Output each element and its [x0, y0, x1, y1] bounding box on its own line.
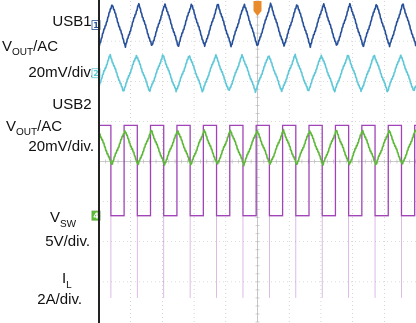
label-vsw-quantity: VSW — [50, 209, 77, 230]
trace-usb2 — [98, 53, 416, 94]
label-usb1-name: USB1 — [52, 13, 91, 30]
trace-vsw-levels — [99, 124, 416, 217]
trace-usb1 — [98, 2, 416, 49]
traces — [98, 2, 416, 298]
plot-area: 1234 — [91, 0, 416, 323]
label-usb2-name: USB2 — [52, 96, 91, 113]
marker-usb2-label: 2 — [93, 69, 99, 78]
label-il-scale: 2A/div. — [37, 291, 82, 308]
trigger-arrow — [253, 1, 262, 16]
marker-usb1-label: 1 — [93, 21, 99, 30]
trace-vsw — [99, 124, 416, 298]
trace-il — [98, 128, 416, 167]
label-usb2-scale: 20mV/div. — [28, 138, 94, 155]
channel-labels: USB1 VOUT/AC 20mV/div. USB2 VOUT/AC 20mV… — [2, 13, 94, 308]
label-usb2-quantity: VOUT/AC — [6, 118, 62, 138]
label-usb1-quantity: VOUT/AC — [2, 38, 58, 58]
label-vsw-scale: 5V/div. — [45, 233, 90, 250]
marker-il-label: 4 — [93, 212, 99, 221]
label-usb1-scale: 20mV/div. — [28, 64, 94, 81]
label-il-quantity: IL — [62, 270, 72, 291]
trigger-marker — [253, 1, 262, 16]
